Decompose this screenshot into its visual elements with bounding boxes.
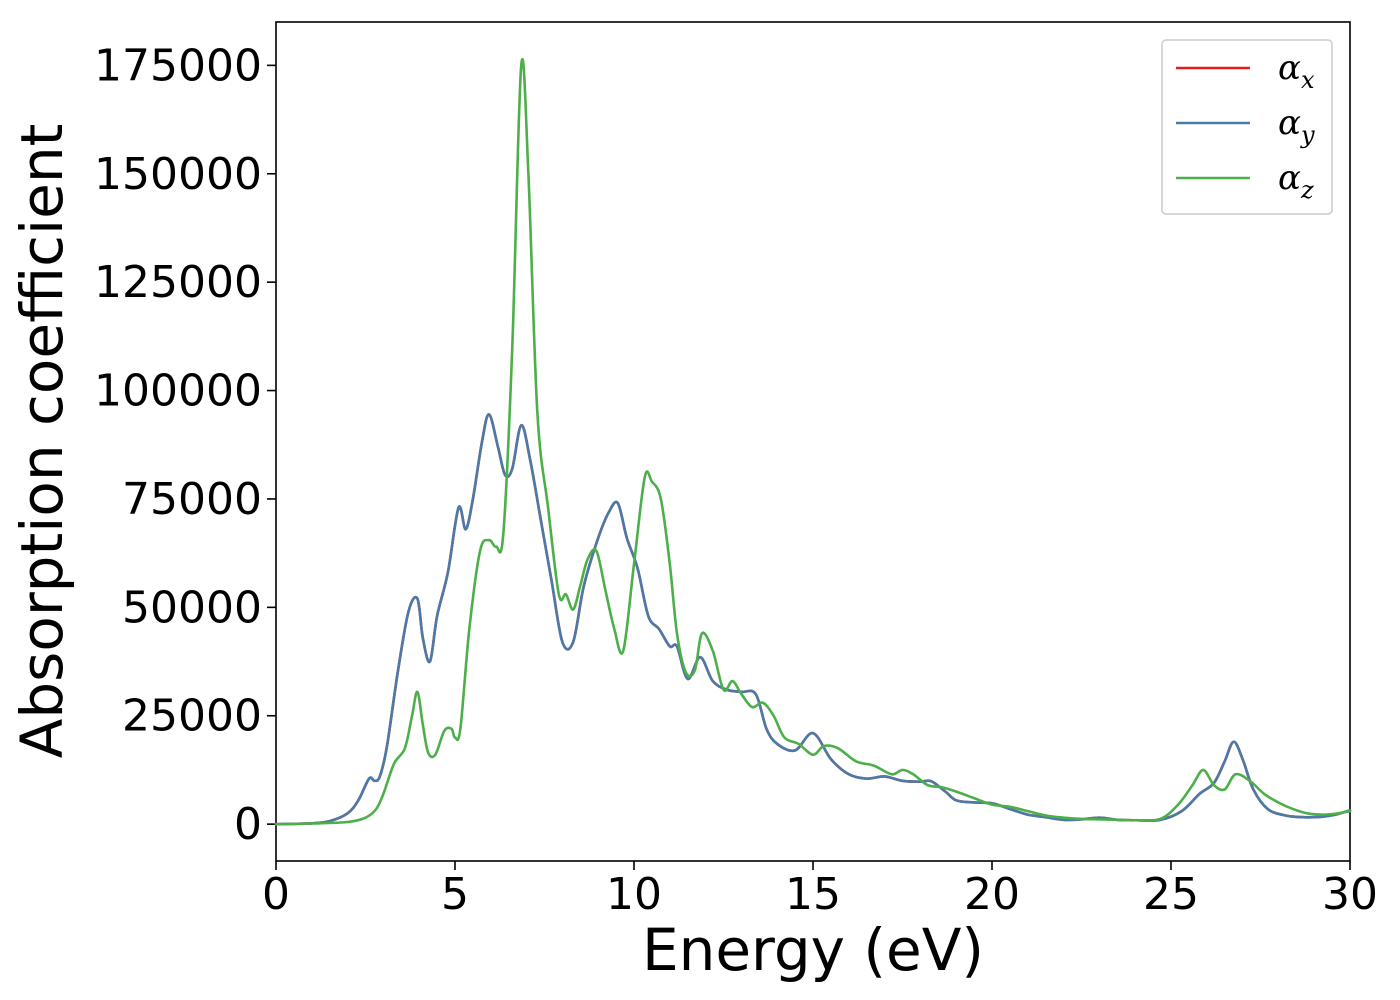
legend-label-z: αz <box>1278 158 1314 204</box>
y-tick-label: 150000 <box>94 149 262 200</box>
y-tick-label: 0 <box>234 799 262 850</box>
y-axis: 0 25000 50000 75000 100000 125000 150000 175000 <box>94 40 276 850</box>
x-axis: 0 5 10 15 20 25 30 <box>262 861 1378 920</box>
y-tick-label: 100000 <box>94 366 262 417</box>
x-axis-title: Energy (eV) <box>642 916 984 984</box>
y-tick-label: 25000 <box>122 691 262 742</box>
legend-label-y: αy <box>1278 103 1315 149</box>
legend: αx αy αz <box>1161 39 1333 215</box>
x-tick-label: 20 <box>964 869 1020 920</box>
x-tick-label: 5 <box>441 869 469 920</box>
series-line-z <box>274 57 1352 826</box>
x-tick-label: 10 <box>606 869 662 920</box>
y-tick-label: 50000 <box>122 582 262 633</box>
series-line-y <box>274 413 1352 826</box>
x-tick-label: 30 <box>1322 869 1378 920</box>
legend-box <box>1161 39 1333 215</box>
y-tick-label: 125000 <box>94 257 262 308</box>
legend-label-x: αx <box>1278 48 1315 94</box>
y-tick-label: 75000 <box>122 474 262 525</box>
y-tick-label: 175000 <box>94 40 262 91</box>
series-layer <box>274 57 1352 826</box>
x-tick-label: 15 <box>785 869 841 920</box>
x-tick-label: 0 <box>262 869 290 920</box>
x-tick-label: 25 <box>1143 869 1199 920</box>
y-axis-title: Absorption coefficient <box>8 124 76 759</box>
